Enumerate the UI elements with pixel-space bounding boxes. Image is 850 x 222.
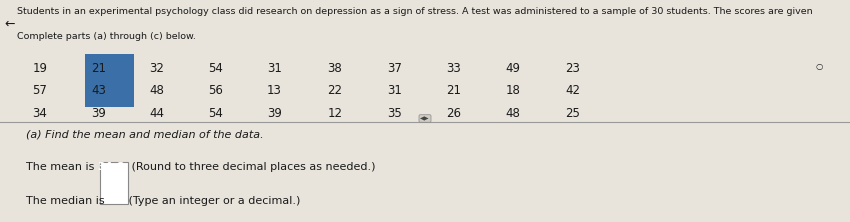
Text: 26: 26 — [446, 107, 462, 120]
Text: (Type an integer or a decimal.): (Type an integer or a decimal.) — [125, 196, 300, 206]
Text: 54: 54 — [208, 62, 223, 75]
Text: 42: 42 — [565, 84, 581, 97]
Text: 25: 25 — [565, 107, 580, 120]
Text: 57: 57 — [32, 84, 47, 97]
Text: The median is: The median is — [26, 196, 108, 206]
Text: Students in an experimental psychology class did research on depression as a sig: Students in an experimental psychology c… — [17, 7, 813, 16]
Text: 39: 39 — [91, 107, 105, 120]
Text: 34.8: 34.8 — [98, 162, 125, 172]
Text: ○: ○ — [816, 62, 824, 71]
Text: 43: 43 — [91, 84, 105, 97]
Text: 48: 48 — [150, 84, 164, 97]
Text: 19: 19 — [32, 62, 48, 75]
Text: 18: 18 — [506, 84, 520, 97]
Text: 12: 12 — [327, 107, 343, 120]
Text: 48: 48 — [506, 107, 520, 120]
Text: 31: 31 — [267, 62, 281, 75]
Text: 31: 31 — [387, 84, 401, 97]
Text: (Round to three decimal places as needed.): (Round to three decimal places as needed… — [128, 162, 375, 172]
Text: ←: ← — [4, 18, 14, 31]
Text: 13: 13 — [267, 84, 281, 97]
Text: 44: 44 — [150, 107, 165, 120]
Text: 22: 22 — [327, 84, 343, 97]
Text: 35: 35 — [387, 107, 401, 120]
Text: 33: 33 — [446, 62, 461, 75]
Text: 32: 32 — [150, 62, 164, 75]
Text: 21: 21 — [446, 84, 462, 97]
Text: 38: 38 — [327, 62, 342, 75]
Text: Complete parts (a) through (c) below.: Complete parts (a) through (c) below. — [17, 32, 196, 41]
Text: ◀▶: ◀▶ — [420, 116, 430, 121]
Text: 34: 34 — [32, 107, 47, 120]
Text: The mean is: The mean is — [26, 162, 98, 172]
Text: 37: 37 — [387, 62, 401, 75]
Text: 23: 23 — [565, 62, 580, 75]
Text: 49: 49 — [506, 62, 521, 75]
Text: 39: 39 — [267, 107, 281, 120]
Text: 21: 21 — [91, 62, 106, 75]
Text: 56: 56 — [208, 84, 223, 97]
Text: 54: 54 — [208, 107, 223, 120]
Text: (a) Find the mean and median of the data.: (a) Find the mean and median of the data… — [26, 130, 264, 140]
